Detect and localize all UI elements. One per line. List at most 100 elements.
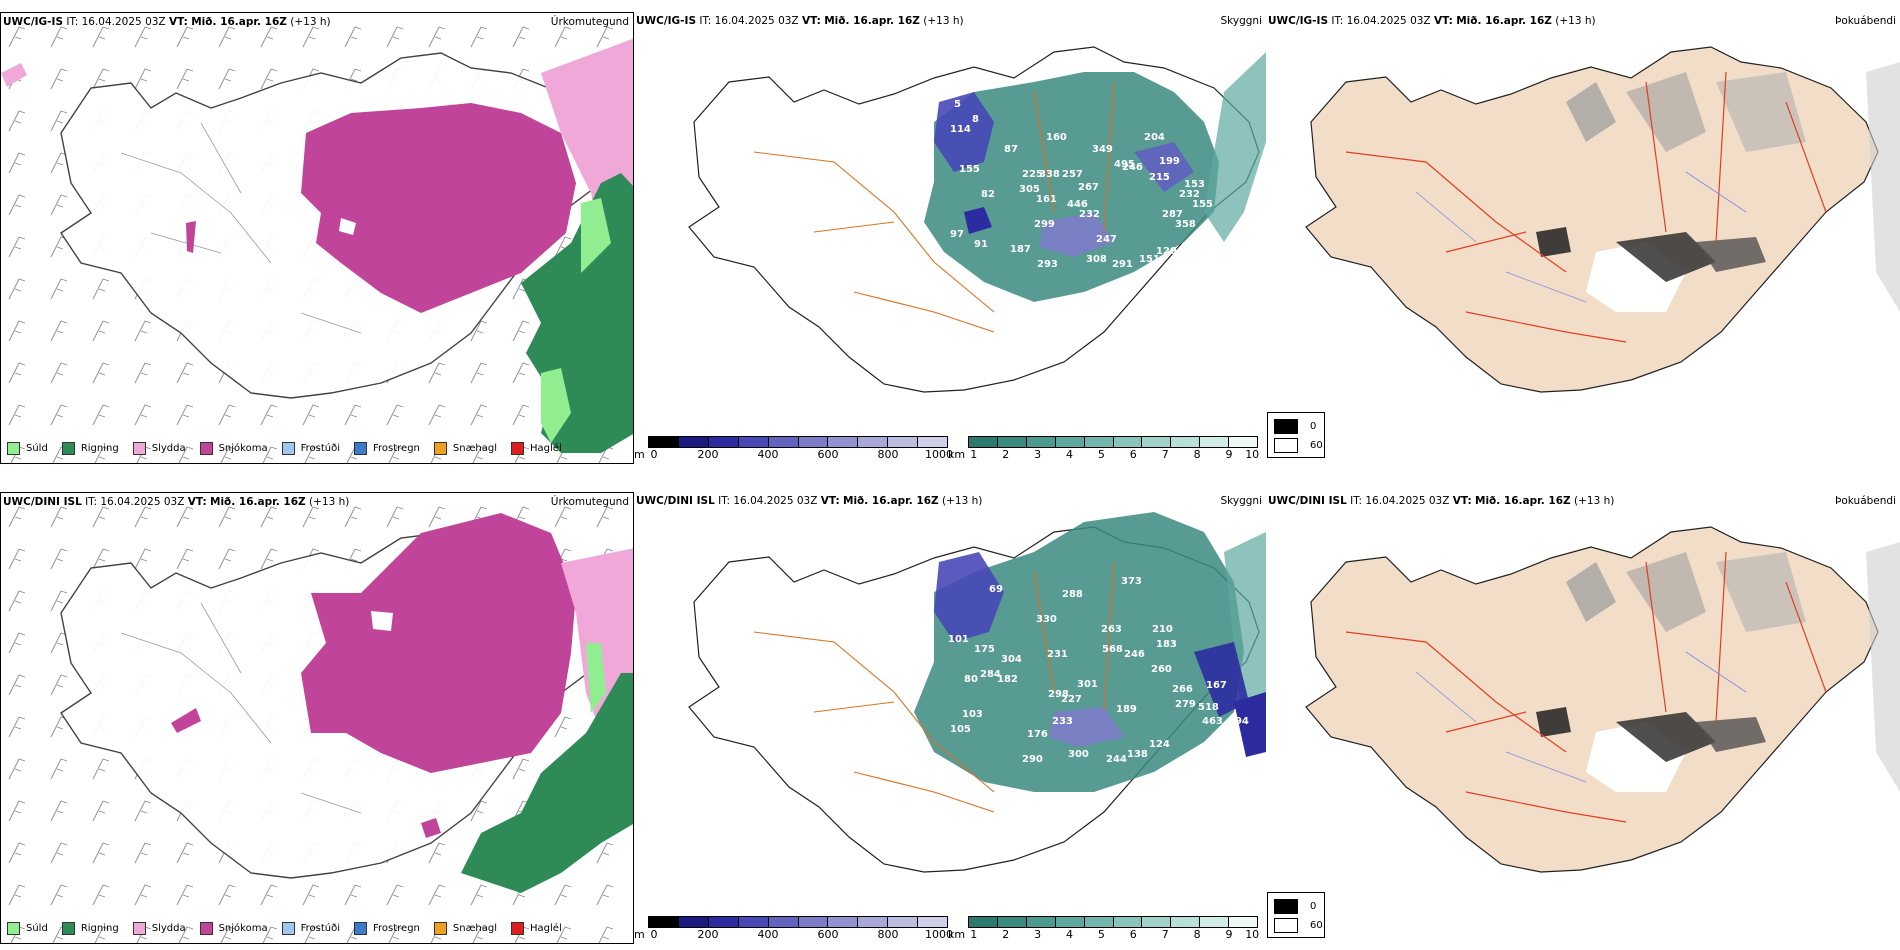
swatch-icon (7, 442, 20, 455)
legend-item-slydda: Slydda (132, 922, 186, 935)
visibility-value-label: 290 (1022, 754, 1043, 765)
legend-item-sudl: Súld (7, 922, 48, 935)
visibility-value-label: 247 (1096, 234, 1117, 245)
panel-title-fog-2: Þokuábendi (1835, 495, 1896, 507)
visibility-value-label: 305 (1019, 184, 1040, 195)
legend-item-slydda: Slydda (132, 442, 186, 455)
legend-item-snjokoma: Snjókoma (199, 442, 268, 455)
legend-item-rigning: Rigning (61, 922, 119, 935)
visibility-value-label: 568 (1102, 644, 1123, 655)
swatch-icon (354, 442, 367, 455)
visibility-value-label: 266 (1172, 684, 1193, 695)
visibility-value-label: 204 (1144, 132, 1165, 143)
visibility-value-label: 300 (1068, 749, 1089, 760)
legend-item-snaehagl: Snæhagl (433, 922, 497, 935)
panel-title-precip-2: Úrkomutegund (550, 496, 629, 508)
swatch-icon (61, 442, 75, 455)
visibility-value-label: 8 (972, 114, 979, 125)
visibility-value-label: 124 (1149, 739, 1170, 750)
visibility-value-label: 284 (980, 669, 1001, 680)
visibility-value-label: 257 (1062, 169, 1083, 180)
visibility-value-label: 287 (1162, 209, 1183, 220)
swatch-icon (511, 442, 525, 455)
precip-legend-1: Súld Rigning Slydda Snjókoma Frostúði Fr… (7, 442, 562, 455)
visibility-value-label: 103 (962, 709, 983, 720)
cloud-base-colorbar-2: m 0 200 400 600 800 1000 (634, 916, 953, 942)
visibility-value-label: 446 (1067, 199, 1088, 210)
visibility-value-label: 358 (1175, 219, 1196, 230)
visibility-value-label: 82 (981, 189, 995, 200)
legend-item-sudl: Súld (7, 442, 48, 455)
visibility-value-label: 518 (1198, 702, 1219, 713)
legend-item-haglel: Haglél (511, 922, 562, 935)
swatch-icon (132, 922, 146, 935)
cloud-base-colorbar-1: m 0 200 400 600 800 1000 (634, 436, 953, 462)
precip-legend-2: Súld Rigning Slydda Snjókoma Frostúði Fr… (7, 922, 562, 935)
header-fog-2: UWC/DINI ISL IT: 16.04.2025 03Z VT: Mið.… (1268, 495, 1615, 507)
swatch-icon (7, 922, 20, 935)
legend-item-haglel: Haglél (511, 442, 562, 455)
fog-map-2 (1305, 526, 1900, 873)
visibility-value-label: 161 (1036, 194, 1057, 205)
swatch-icon (281, 442, 295, 455)
header-precip-1: UWC/IG-IS IT: 16.04.2025 03Z VT: Mið. 16… (3, 16, 331, 28)
visibility-value-label: 5 (954, 99, 961, 110)
visibility-value-label: 299 (1034, 219, 1055, 230)
visibility-value-label: 167 (1206, 680, 1227, 691)
visibility-value-label: 114 (950, 124, 971, 135)
precip-map-1 (1, 13, 633, 463)
legend-item-rigning: Rigning (61, 442, 119, 455)
visibility-value-label: 233 (1052, 716, 1073, 727)
visibility-value-label: 463 (1202, 716, 1223, 727)
visibility-colorbar-2: km 1 2 3 4 5 6 7 8 9 10 (948, 916, 1259, 942)
legend-item-snaehagl: Snæhagl (433, 442, 497, 455)
panel-title-fog-1: Þokuábendi (1835, 15, 1896, 27)
cloud-panel-1: 5 8 114 155 87 225 338 82 305 161 160 349 257 267 446 4… (634, 12, 1266, 464)
legend-item-frostregn: Frostregn (354, 442, 420, 455)
visibility-value-label: 175 (974, 644, 995, 655)
fog-map-1 (1305, 46, 1900, 393)
visibility-value-label: 194 (1228, 716, 1249, 727)
visibility-value-label: 91 (974, 239, 988, 250)
cloud-base-area (934, 92, 994, 172)
visibility-value-label: 120 (1156, 246, 1177, 257)
visibility-value-label: 151 (1139, 254, 1160, 265)
visibility-value-label: 263 (1101, 624, 1122, 635)
header-cloud-2: UWC/DINI ISL IT: 16.04.2025 03Z VT: Mið.… (636, 495, 983, 507)
visibility-value-label: 97 (950, 229, 964, 240)
rain-area (461, 673, 633, 893)
visibility-value-label: 182 (997, 674, 1018, 685)
visibility-value-label: 495 (1114, 159, 1135, 170)
visibility-value-label: 69 (989, 584, 1003, 595)
swatch-icon (132, 442, 146, 455)
visibility-value-label: 246 (1124, 649, 1145, 660)
precip-map-2 (1, 493, 633, 943)
fog-panel-1: UWC/IG-IS IT: 16.04.2025 03Z VT: Mið. 16… (1266, 12, 1900, 464)
swatch-icon (61, 922, 75, 935)
panel-title-cloud-1: Skyggni (1220, 15, 1263, 27)
visibility-value-label: 199 (1159, 156, 1180, 167)
swatch-icon (433, 922, 447, 935)
header-cloud-1: UWC/IG-IS IT: 16.04.2025 03Z VT: Mið. 16… (636, 15, 964, 27)
visibility-colorbar-1: km 1 2 3 4 5 6 7 8 9 10 (948, 436, 1259, 462)
visibility-value-label: 373 (1121, 576, 1142, 587)
swatch-icon (1274, 899, 1298, 914)
visibility-value-label: 308 (1086, 254, 1107, 265)
visibility-value-label: 288 (1062, 589, 1083, 600)
visibility-value-label: 189 (1116, 704, 1137, 715)
visibility-value-label: 349 (1092, 144, 1113, 155)
swatch-icon (1274, 438, 1298, 453)
swatch-icon (1274, 419, 1298, 434)
panel-title-cloud-2: Skyggni (1220, 495, 1263, 507)
visibility-value-label: 227 (1061, 694, 1082, 705)
visibility-value-label: 155 (1192, 199, 1213, 210)
visibility-value-label: 160 (1046, 132, 1067, 143)
visibility-value-label: 176 (1027, 729, 1048, 740)
visibility-value-label: 246 (1122, 162, 1143, 173)
visibility-value-label: 153 (1184, 179, 1205, 190)
precip-type-panel-2: UWC/DINI ISL IT: 16.04.2025 03Z VT: Mið.… (0, 492, 634, 944)
visibility-value-label: 232 (1179, 189, 1200, 200)
visibility-value-label: 215 (1149, 172, 1170, 183)
visibility-value-label: 279 (1175, 699, 1196, 710)
